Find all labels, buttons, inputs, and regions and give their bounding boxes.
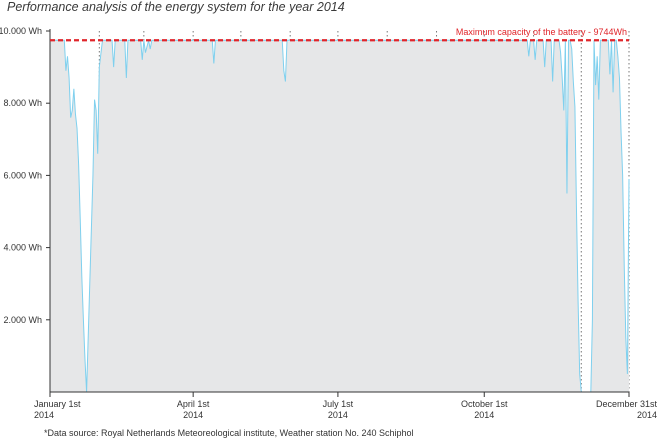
x-tick-label-line: April 1st bbox=[177, 399, 210, 409]
y-tick-label: 8.000 Wh bbox=[3, 98, 42, 108]
x-tick-label-line: 2014 bbox=[34, 410, 54, 420]
series-area bbox=[50, 39, 630, 393]
x-tick-label-line: 2014 bbox=[637, 410, 657, 420]
x-tick-label-line: 2014 bbox=[328, 410, 348, 420]
chart-title: Performance analysis of the energy syste… bbox=[7, 0, 345, 14]
y-tick-label: 6.000 Wh bbox=[3, 170, 42, 180]
capacity-label: Maximum capacity of the battery - 9744Wh bbox=[456, 27, 627, 37]
y-tick-label: 4.000 Wh bbox=[3, 243, 42, 253]
capacity-line-group: Maximum capacity of the battery - 9744Wh bbox=[50, 27, 629, 42]
source-note: *Data source: Royal Netherlands Meteoreo… bbox=[44, 428, 414, 438]
x-tick-label-line: 2014 bbox=[474, 410, 494, 420]
x-tick-label-line: July 1st bbox=[323, 399, 354, 409]
x-tick-label: October 1st 2014 bbox=[461, 399, 508, 420]
series-area-fill bbox=[50, 40, 629, 393]
x-tick-label-line: 2014 bbox=[183, 410, 203, 420]
x-tick-label: December 31st 2014 bbox=[596, 399, 658, 420]
x-tick-label-line: October 1st bbox=[461, 399, 508, 409]
x-tick-label: July 1st 2014 bbox=[323, 399, 354, 420]
x-tick-label-line: December 31st bbox=[596, 399, 658, 409]
x-tick-label: April 1st 2014 bbox=[177, 399, 210, 420]
y-tick-labels: 2.000 Wh 4.000 Wh 6.000 Wh 8.000 Wh 10.000 W… bbox=[0, 26, 50, 325]
y-tick-label: 2.000 Wh bbox=[3, 315, 42, 325]
x-tick-label-line: January 1st bbox=[34, 399, 81, 409]
x-tick-label: January 1st 2014 bbox=[34, 399, 81, 420]
axes bbox=[49, 29, 629, 393]
y-tick-label: 10.000 Wh bbox=[0, 26, 42, 36]
